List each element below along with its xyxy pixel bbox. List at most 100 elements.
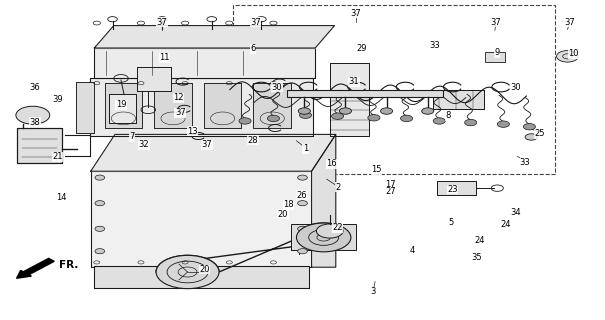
Text: 24: 24 <box>474 236 485 245</box>
Circle shape <box>332 113 344 119</box>
Text: 7: 7 <box>129 132 134 141</box>
Circle shape <box>95 201 105 206</box>
Text: 18: 18 <box>283 200 294 209</box>
Bar <box>17 128 62 163</box>
Text: 8: 8 <box>445 111 450 120</box>
Text: 25: 25 <box>534 129 545 138</box>
Text: 33: 33 <box>520 158 531 167</box>
Text: 33: 33 <box>429 41 440 50</box>
Bar <box>91 171 312 267</box>
Text: 4: 4 <box>410 246 415 255</box>
Text: 10: 10 <box>568 49 579 58</box>
Bar <box>105 83 142 128</box>
Bar <box>109 94 136 123</box>
Circle shape <box>316 224 343 238</box>
Text: 9: 9 <box>495 48 500 57</box>
Circle shape <box>267 115 280 122</box>
Text: 29: 29 <box>356 44 367 53</box>
FancyArrow shape <box>16 258 54 278</box>
Polygon shape <box>312 134 336 267</box>
Bar <box>204 83 241 128</box>
Text: 37: 37 <box>491 18 502 27</box>
Polygon shape <box>91 134 336 171</box>
Bar <box>204 83 241 128</box>
Circle shape <box>523 124 535 130</box>
Bar <box>76 82 94 133</box>
Circle shape <box>298 175 307 180</box>
Text: 28: 28 <box>247 136 258 145</box>
Text: 17: 17 <box>385 180 396 189</box>
Bar <box>94 266 309 288</box>
Text: 13: 13 <box>187 127 198 136</box>
Text: 34: 34 <box>510 208 521 217</box>
Text: 6: 6 <box>250 44 255 53</box>
Circle shape <box>156 255 219 289</box>
Circle shape <box>298 226 307 231</box>
Text: 31: 31 <box>348 77 359 86</box>
Text: 20: 20 <box>278 210 289 219</box>
Text: 2: 2 <box>335 183 340 192</box>
Text: 36: 36 <box>30 83 41 92</box>
Bar <box>137 67 171 91</box>
Bar <box>94 266 309 288</box>
Text: 35: 35 <box>471 253 482 262</box>
Text: FR.: FR. <box>59 260 79 270</box>
Text: 30: 30 <box>510 83 521 92</box>
Bar <box>287 90 443 97</box>
Bar <box>91 171 312 267</box>
Bar <box>90 78 313 136</box>
Text: 39: 39 <box>52 95 63 104</box>
Circle shape <box>433 118 445 124</box>
Text: 32: 32 <box>139 140 149 149</box>
Text: 37: 37 <box>157 18 168 27</box>
Bar <box>76 82 94 133</box>
Text: 14: 14 <box>56 193 67 202</box>
Bar <box>94 48 315 78</box>
Bar <box>433 90 484 109</box>
Bar <box>291 225 356 250</box>
Text: 3: 3 <box>371 287 376 296</box>
Bar <box>253 83 291 128</box>
Text: 27: 27 <box>385 188 396 196</box>
Circle shape <box>95 226 105 231</box>
Bar <box>94 48 315 78</box>
Text: 37: 37 <box>250 18 261 27</box>
Circle shape <box>95 249 105 254</box>
Circle shape <box>525 134 537 140</box>
Text: 16: 16 <box>326 159 337 168</box>
Text: 37: 37 <box>201 140 212 149</box>
Circle shape <box>298 108 310 114</box>
Circle shape <box>368 115 380 121</box>
Text: 11: 11 <box>159 53 170 62</box>
Bar <box>330 63 369 136</box>
Text: 19: 19 <box>116 100 126 109</box>
Text: 24: 24 <box>500 220 511 229</box>
Circle shape <box>497 121 509 127</box>
Circle shape <box>95 175 105 180</box>
Text: 37: 37 <box>350 9 361 18</box>
Text: 26: 26 <box>296 191 307 200</box>
Text: 5: 5 <box>448 218 453 227</box>
Bar <box>17 128 62 163</box>
Text: 21: 21 <box>52 152 63 161</box>
Text: 37: 37 <box>564 18 575 27</box>
Text: 38: 38 <box>30 118 41 127</box>
Text: 1: 1 <box>303 144 308 153</box>
Text: 22: 22 <box>332 223 343 232</box>
Bar <box>154 83 192 128</box>
Circle shape <box>298 201 307 206</box>
Bar <box>433 90 484 109</box>
Circle shape <box>381 108 393 114</box>
Circle shape <box>299 112 312 118</box>
Circle shape <box>401 115 413 122</box>
Bar <box>109 94 136 123</box>
Bar <box>90 78 313 136</box>
Text: 30: 30 <box>272 83 283 92</box>
Bar <box>105 83 142 128</box>
Circle shape <box>296 223 351 252</box>
Circle shape <box>557 51 578 62</box>
Polygon shape <box>94 26 335 48</box>
Circle shape <box>422 108 434 114</box>
Circle shape <box>239 118 251 124</box>
Text: 23: 23 <box>447 185 458 194</box>
